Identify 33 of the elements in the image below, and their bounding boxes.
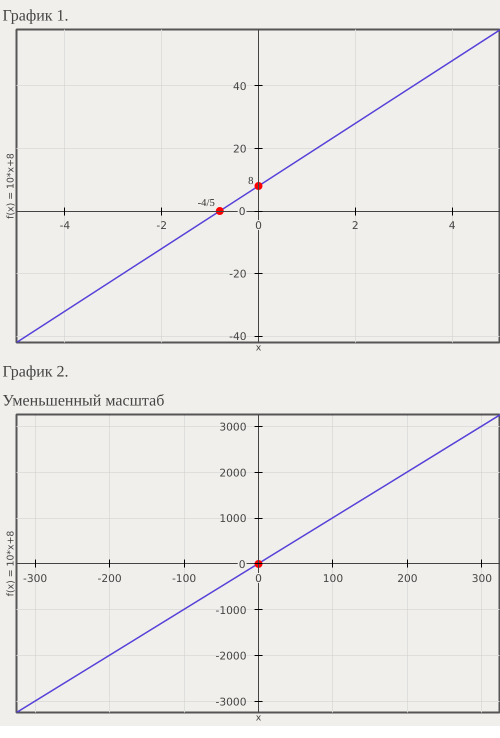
x-axis-title: x [256, 342, 262, 354]
x-tick-label: -300 [23, 572, 48, 585]
x-tick-label: -200 [97, 572, 122, 585]
y-tick-label: 1000 [219, 512, 247, 526]
y-tick-label: 20 [232, 142, 247, 156]
x-tick-label: -100 [172, 572, 196, 585]
chart-title: График 2. [2, 364, 69, 380]
y-tick-label: -2000 [216, 650, 247, 663]
annotation: 8 [248, 176, 254, 187]
y-tick-label: -40 [229, 330, 247, 344]
y-tick-label: 0 [238, 205, 246, 218]
y-tick-label: -20 [229, 268, 247, 281]
x-tick-label: 4 [448, 219, 456, 232]
x-tick-label: 200 [397, 572, 418, 585]
y-tick-label: -1000 [216, 604, 247, 617]
chart-title: График 1. [2, 8, 69, 24]
annotation: -4/5 [198, 198, 215, 210]
x-tick-label: 300 [472, 572, 492, 585]
x-tick-label: -4 [60, 219, 70, 232]
x-tick-label: -2 [156, 219, 168, 232]
x-tick-label: 0 [255, 572, 262, 585]
x-tick-label: 100 [322, 572, 344, 585]
y-tick-label: -3000 [216, 695, 247, 708]
y-tick-label: 40 [232, 80, 247, 93]
y-axis-title: f(x) = 10*x+8 [6, 153, 16, 219]
y-axis-title: f(x) = 10*x+8 [6, 530, 16, 596]
y-tick-label: 0 [238, 558, 246, 571]
chart-subtitle: Уменьшенный масштаб [2, 392, 164, 410]
y-tick-label: 2000 [219, 466, 247, 480]
y-tick-label: 3000 [219, 420, 247, 434]
x-axis-title: x [256, 712, 262, 724]
x-tick-label: 0 [255, 219, 262, 232]
x-tick-label: 2 [352, 219, 359, 232]
